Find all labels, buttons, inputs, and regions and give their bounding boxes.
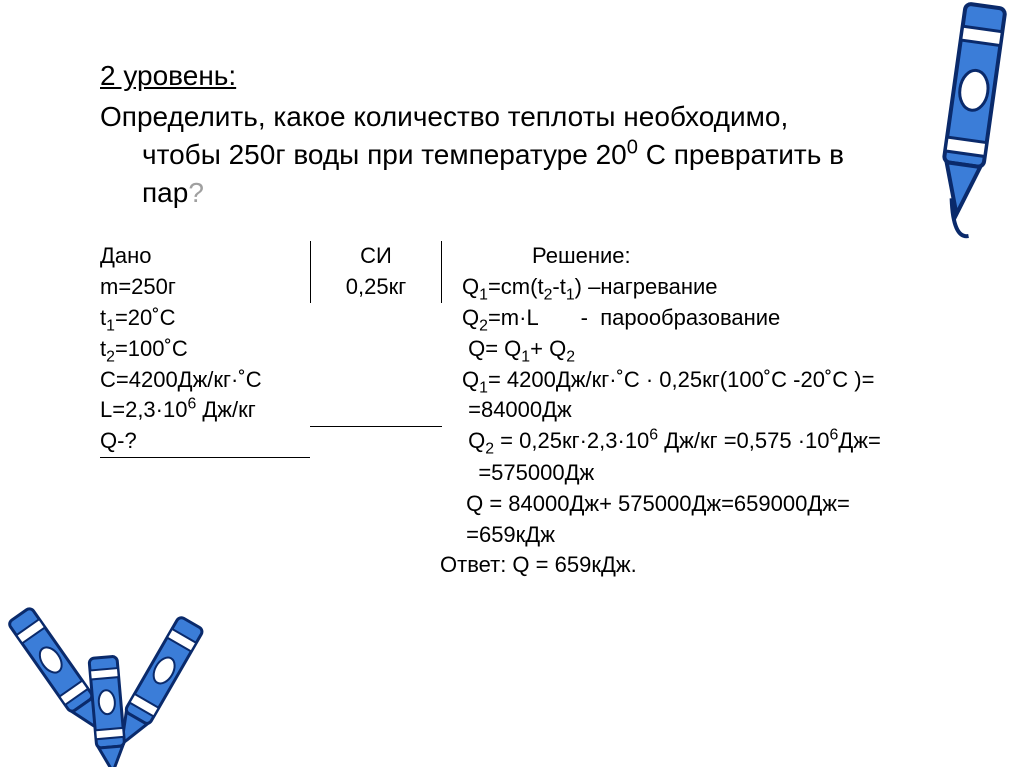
dano-m: m=250г [100,272,310,303]
problem-line2b: С превратить в [638,139,844,170]
t: 1 [106,317,115,334]
dano-t1: t1=20˚С [100,303,310,334]
sol-q-total: Q = 84000Дж+ 575000Дж=659000Дж= [440,489,920,520]
header-dano: Дано [100,241,310,272]
sol-q2-value: Q2 = 0,25кг·2,3·106 Дж/кг =0,575 ·106Дж= [442,426,920,457]
t: 1 [479,287,488,304]
t: =cm(t [488,274,544,299]
t: Q [462,274,479,299]
t: 2 [485,441,494,458]
t: 6 [187,396,196,413]
dano-t2: t2=100˚С [100,334,310,365]
sol-q1-value2: =84000Дж [442,395,920,426]
dano-L: L=2,3·106 Дж/кг [100,395,310,426]
t: Q= Q [462,336,521,361]
sol-qsum: Q= Q1+ Q2 [442,334,920,365]
t: Дж= [838,428,880,453]
sol-q1-value: Q1= 4200Дж/кг·˚С · 0,25кг(100˚С -20˚С )= [442,365,920,396]
t: ) –нагревание [575,274,718,299]
problem-statement: Определить, какое количество теплоты нео… [100,98,920,211]
sol-q-total2: =659кДж [440,520,920,551]
dano-Q: Q-? [100,426,310,458]
sol-q1-formula: Q1=cm(t2-t1) –нагревание [442,272,920,303]
t: 1 [521,348,530,365]
crayon-icon [914,0,1024,250]
header-si: СИ [310,241,442,272]
level-title: 2 уровень: [100,60,920,92]
t: =100˚С [115,336,188,361]
t: =m·L - парообразование [488,305,780,330]
t: Q [462,428,485,453]
t: L=2,3·10 [100,397,187,422]
t: Дж/кг [196,397,256,422]
t: 2 [479,317,488,334]
t: = 4200Дж/кг·˚С · 0,25кг(100˚С -20˚С )= [488,367,875,392]
t: Q [462,305,479,330]
dano-c: С=4200Дж/кг·˚С [100,365,310,396]
si-m: 0,25кг [310,272,442,303]
solution-block: Дано СИ Решение: m=250г 0,25кг Q1=cm(t2-… [100,241,920,581]
t: 1 [479,379,488,396]
t: 2 [566,348,575,365]
crayons-icon [0,557,230,767]
t: 6 [649,427,658,444]
t: = 0,25кг·2,3·10 [494,428,649,453]
sol-q2-formula: Q2=m·L - парообразование [442,303,920,334]
problem-line3: пар [142,177,188,208]
problem-sup: 0 [627,136,638,158]
t: + Q [530,336,566,361]
t: -t [552,274,565,299]
t: =20˚С [115,305,176,330]
answer: Ответ: Q = 659кДж. [440,550,920,581]
sol-q2-value2: =575000Дж [440,458,920,489]
t: 1 [566,287,575,304]
problem-line1: Определить, какое количество теплоты нео… [100,101,788,132]
t: Дж/кг =0,575 ·10 [658,428,829,453]
problem-line2a: чтобы 250г воды при температуре 20 [142,139,627,170]
question-mark: ? [188,177,204,208]
t: 2 [106,348,115,365]
header-reshenie: Решение: [442,241,920,272]
t: Q [462,367,479,392]
